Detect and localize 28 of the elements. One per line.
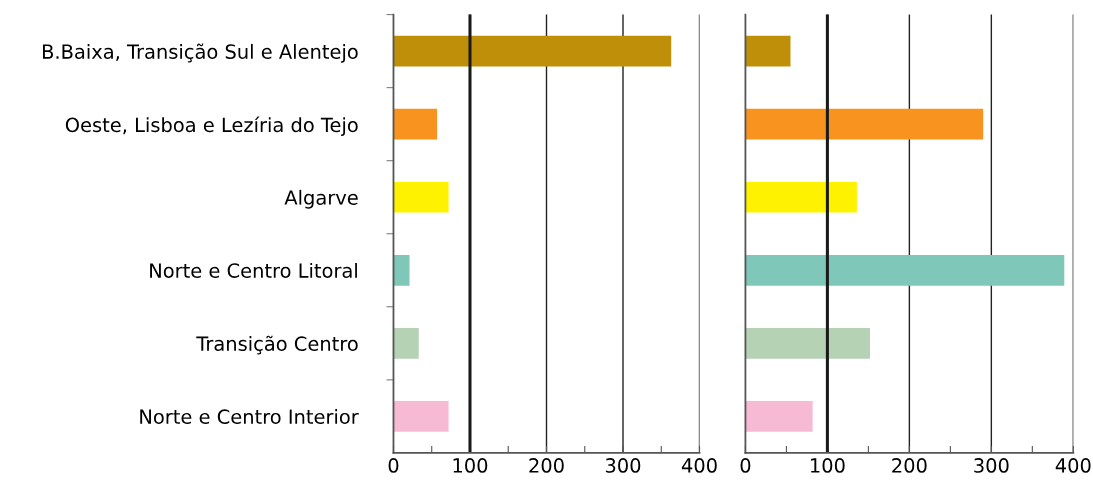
bar (745, 35, 791, 67)
bar (393, 35, 672, 67)
bar (393, 254, 410, 286)
x-tick-label: 100 (810, 458, 845, 473)
x-tick-label: 400 (1055, 458, 1091, 473)
y-tick-label: Algarve (284, 189, 358, 209)
y-tick-label: B.Baixa, Transição Sul e Alentejo (42, 43, 358, 63)
x-tick-label: 200 (529, 458, 564, 473)
x-tick-label: 100 (453, 458, 488, 473)
x-tick-label: 0 (740, 458, 751, 473)
y-tick-label: Transição Centro (196, 335, 358, 355)
bar (393, 327, 419, 359)
x-tick-label: 200 (892, 458, 927, 473)
bar (393, 181, 449, 213)
x-tick-label: 400 (681, 458, 717, 473)
x-tick-label: 300 (974, 458, 1009, 473)
y-tick-label: Norte e Centro Interior (140, 409, 359, 425)
bar (393, 401, 449, 432)
bar (745, 401, 813, 432)
bar (393, 108, 438, 140)
bar (745, 181, 857, 213)
bar (745, 327, 871, 359)
x-tick-label: 300 (605, 458, 641, 473)
y-tick-label: Oeste, Lisboa e Lezíria do Tejo (65, 116, 358, 137)
bar (745, 254, 1065, 286)
bar (745, 108, 984, 140)
y-tick-label: Norte e Centro Litoral (150, 262, 357, 278)
x-tick-label: 0 (388, 458, 399, 473)
